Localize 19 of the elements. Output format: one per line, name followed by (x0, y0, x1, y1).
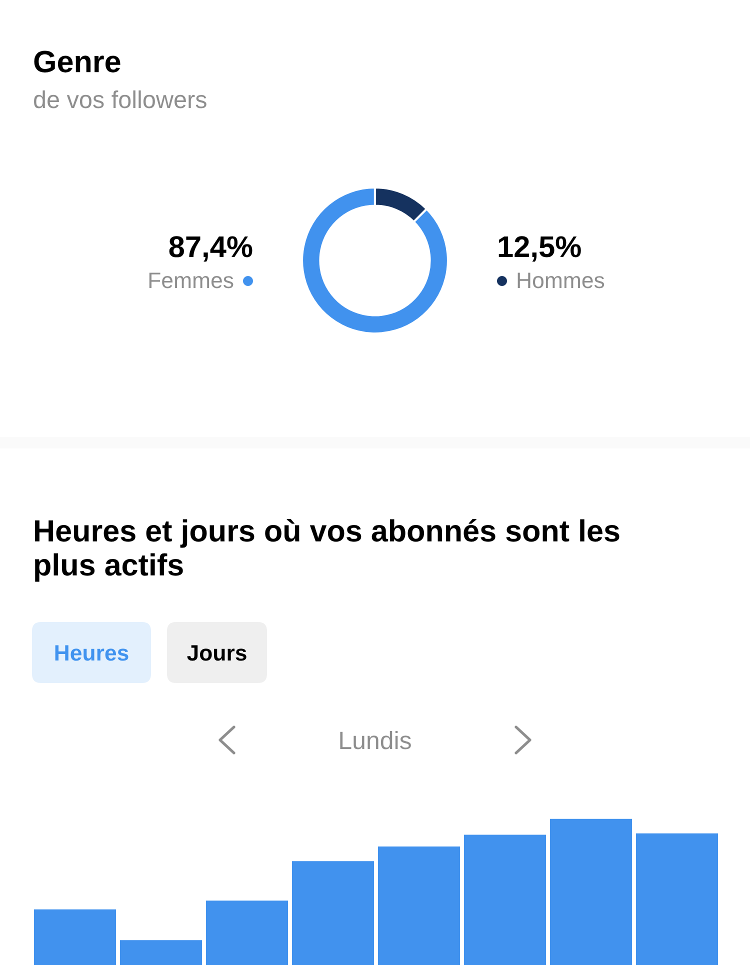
text: Lundis (340, 730, 411, 750)
bar (120, 940, 202, 965)
chart-title: Genre (34, 50, 120, 72)
legend-label: Hommes (518, 272, 604, 288)
bar (464, 834, 546, 965)
bar (34, 909, 116, 965)
slice-label: Femmes (149, 272, 234, 288)
bar (550, 818, 632, 965)
donut-slice (300, 186, 450, 335)
data-label: 87,4% (169, 236, 252, 262)
chart-subtitle: de vos followers (34, 90, 206, 108)
text: Heures (55, 645, 128, 661)
text: Jours (187, 645, 246, 661)
bar (378, 846, 460, 965)
chart-title: Heures et jours où vos abonnés sont les plus actifs (35, 519, 620, 582)
bar (206, 900, 288, 965)
bar (636, 833, 718, 965)
bar (292, 861, 374, 965)
data-label: 12,5% (498, 236, 581, 262)
